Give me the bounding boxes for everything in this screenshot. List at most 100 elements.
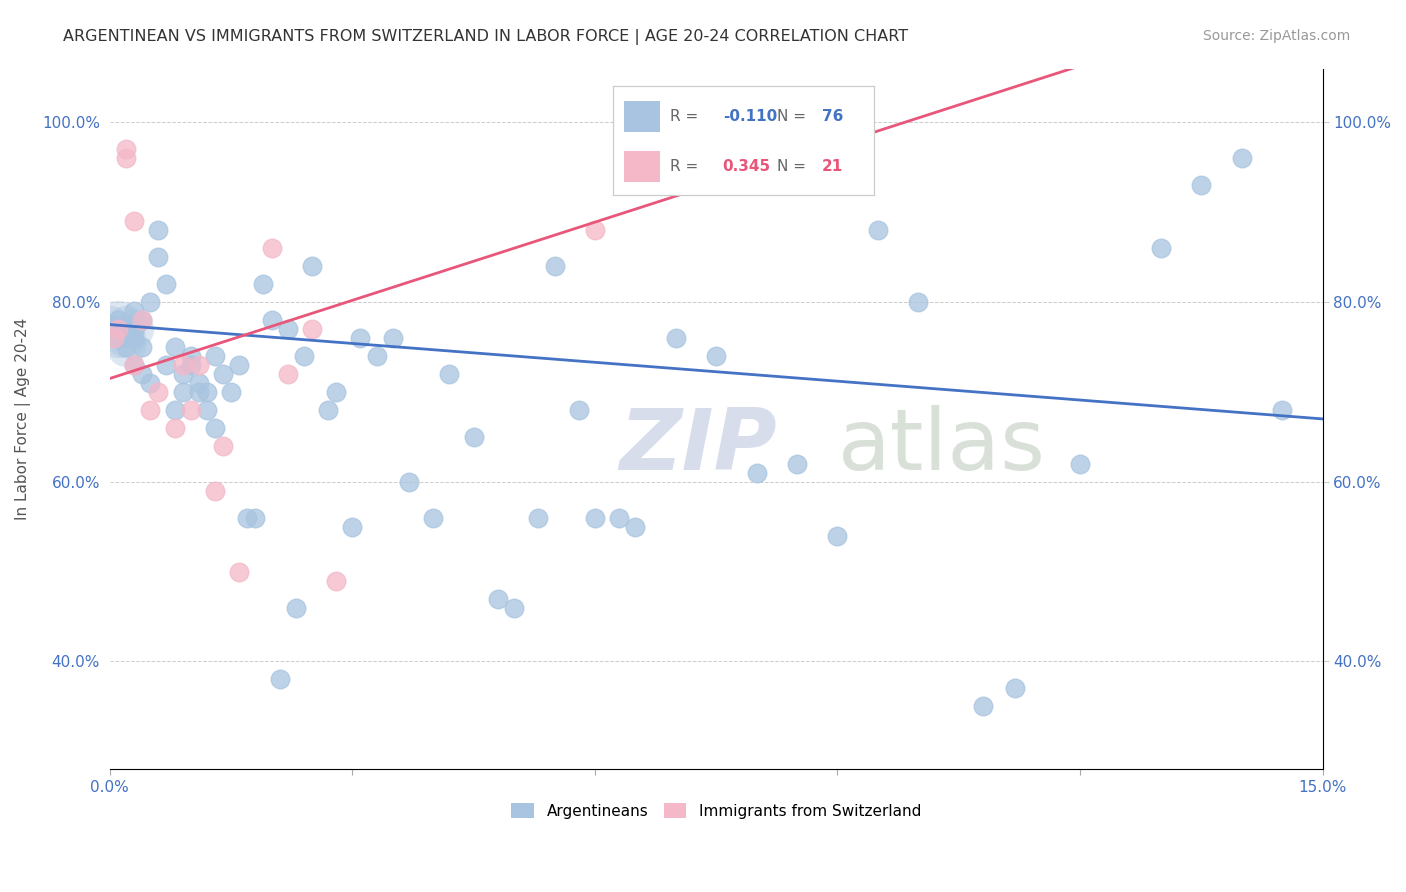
Point xyxy=(155,358,177,372)
Point xyxy=(228,358,250,372)
Point xyxy=(325,574,347,588)
Point xyxy=(204,483,226,498)
Point xyxy=(745,466,768,480)
Point xyxy=(583,223,606,237)
Point xyxy=(228,565,250,579)
Point xyxy=(115,142,138,156)
Point xyxy=(131,340,153,354)
Point xyxy=(148,384,170,399)
Point xyxy=(139,403,162,417)
Point xyxy=(212,439,235,453)
Point xyxy=(195,384,218,399)
Point xyxy=(98,318,121,332)
Point xyxy=(115,340,138,354)
Point xyxy=(115,318,138,332)
Text: atlas: atlas xyxy=(838,406,1046,489)
Point xyxy=(115,331,138,345)
Point xyxy=(107,313,129,327)
Point xyxy=(1230,152,1253,166)
Point xyxy=(301,259,323,273)
Point xyxy=(866,223,889,237)
Point xyxy=(187,376,209,390)
Point xyxy=(219,384,242,399)
Point xyxy=(115,152,138,166)
Point xyxy=(260,313,283,327)
Point xyxy=(212,367,235,381)
Point xyxy=(187,384,209,399)
Point xyxy=(342,519,364,533)
Point xyxy=(252,277,274,292)
Point xyxy=(543,259,565,273)
Point xyxy=(486,591,509,606)
Point xyxy=(277,367,299,381)
Point xyxy=(148,250,170,264)
Point xyxy=(163,403,186,417)
Point xyxy=(204,421,226,435)
Point xyxy=(115,340,138,354)
Point xyxy=(122,322,145,336)
Point xyxy=(269,673,291,687)
Point xyxy=(111,322,134,336)
Point xyxy=(786,457,808,471)
Point xyxy=(187,358,209,372)
Point xyxy=(107,313,129,327)
Point xyxy=(607,510,630,524)
Point xyxy=(163,340,186,354)
Point xyxy=(103,331,125,345)
Point xyxy=(1069,457,1091,471)
Point xyxy=(284,600,307,615)
Point xyxy=(107,331,129,345)
Point xyxy=(292,349,315,363)
Point xyxy=(827,529,849,543)
Point xyxy=(665,331,688,345)
Point xyxy=(422,510,444,524)
Point xyxy=(398,475,420,489)
Point xyxy=(381,331,404,345)
Point xyxy=(236,510,259,524)
Point xyxy=(107,322,129,336)
Point xyxy=(180,358,202,372)
Point xyxy=(1271,403,1294,417)
Point xyxy=(972,699,994,714)
Legend: Argentineans, Immigrants from Switzerland: Argentineans, Immigrants from Switzerlan… xyxy=(505,797,927,825)
Point xyxy=(325,384,347,399)
Point xyxy=(155,277,177,292)
Point xyxy=(131,313,153,327)
Point xyxy=(349,331,371,345)
Y-axis label: In Labor Force | Age 20-24: In Labor Force | Age 20-24 xyxy=(15,318,31,520)
Point xyxy=(1189,178,1212,193)
Point xyxy=(139,295,162,310)
Point xyxy=(115,331,138,345)
Point xyxy=(115,318,138,332)
Point xyxy=(568,403,591,417)
Point xyxy=(366,349,388,363)
Point xyxy=(131,367,153,381)
Point xyxy=(180,349,202,363)
Point xyxy=(316,403,339,417)
Text: ZIP: ZIP xyxy=(619,406,776,489)
Point xyxy=(439,367,461,381)
Point xyxy=(195,403,218,417)
Point xyxy=(131,313,153,327)
Point xyxy=(122,331,145,345)
Point xyxy=(463,430,485,444)
Point xyxy=(122,358,145,372)
Point xyxy=(172,367,194,381)
Point xyxy=(907,295,929,310)
Point xyxy=(148,223,170,237)
Point xyxy=(503,600,526,615)
Point xyxy=(1004,681,1026,696)
Point xyxy=(583,510,606,524)
Point xyxy=(122,214,145,228)
Point xyxy=(527,510,550,524)
Point xyxy=(180,403,202,417)
Point xyxy=(107,331,129,345)
Point xyxy=(122,304,145,318)
Point xyxy=(103,318,125,332)
Point xyxy=(122,322,145,336)
Point xyxy=(260,241,283,255)
Text: Source: ZipAtlas.com: Source: ZipAtlas.com xyxy=(1202,29,1350,43)
Point xyxy=(139,376,162,390)
Point xyxy=(172,384,194,399)
Point xyxy=(1150,241,1173,255)
